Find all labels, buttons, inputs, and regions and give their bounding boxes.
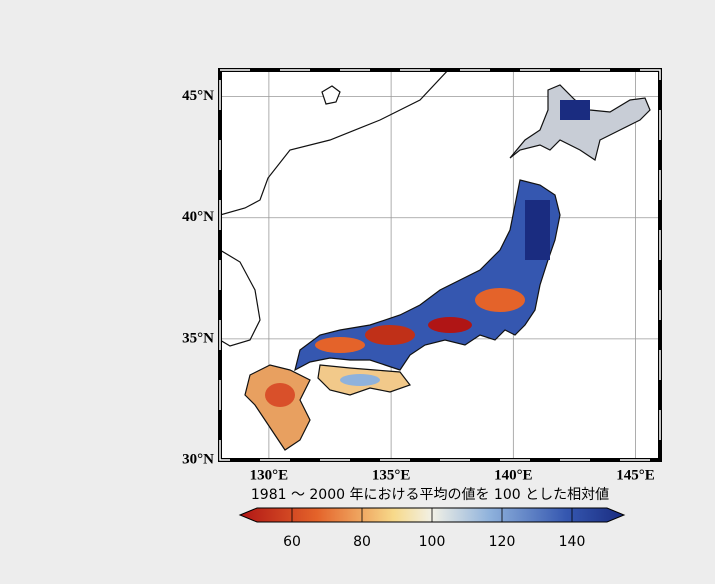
colorbar-tick-label: 100 [419, 534, 446, 550]
patch [265, 383, 295, 407]
patch [428, 317, 472, 333]
land [220, 70, 651, 451]
lat-tick-label: 30°N [182, 451, 214, 467]
coastline [220, 70, 449, 216]
honshu [294, 179, 561, 372]
kyushu [244, 364, 311, 451]
patch [525, 200, 550, 260]
island [321, 85, 341, 105]
lon-tick-label: 135°E [372, 467, 411, 483]
lat-tick-label: 35°N [182, 330, 214, 346]
coastline [220, 249, 261, 347]
lat-tick-label: 40°N [182, 209, 214, 225]
axis-labels: 130°E 135°E 140°E 145°E 30°N 35°N 40°N 45°N [182, 88, 655, 483]
lon-tick-label: 130°E [250, 467, 289, 483]
colorbar-tick-label: 80 [353, 534, 371, 550]
colorbar-tick-label: 120 [489, 534, 516, 550]
lon-tick-label: 140°E [494, 467, 533, 483]
patches [265, 100, 590, 407]
patch [560, 100, 590, 120]
patch [365, 325, 415, 345]
lon-tick-label: 145°E [616, 467, 655, 483]
colorbar-tick-label: 140 [559, 534, 586, 550]
colorbar-ticks: 60 80 100 120 140 [283, 508, 585, 550]
hokkaido [509, 84, 651, 161]
lat-tick-label: 45°N [182, 88, 214, 104]
frame-pattern [219, 69, 661, 461]
colorbar-tick-label: 60 [283, 534, 301, 550]
colorbar-title: 1981 ～ 2000 年における平均の値を 100 とした相対値 [251, 487, 609, 503]
patch [340, 374, 380, 386]
patch [315, 337, 365, 353]
patch [475, 288, 525, 312]
